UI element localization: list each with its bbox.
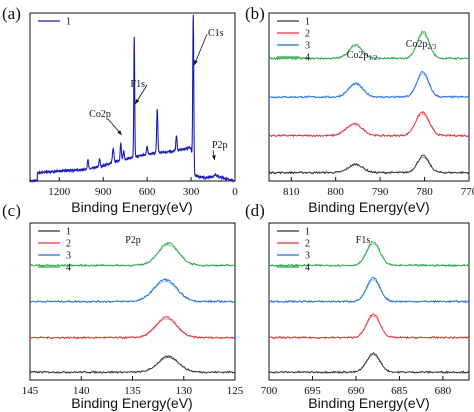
panel-a: (a) 1 C1s F1s Co2p P2p 1200 900 600 300 0 Bindi… [2, 4, 238, 215]
series-line-3 [268, 276, 470, 304]
panel-label-c: (c) [2, 201, 21, 220]
fit-line-2 [30, 318, 235, 338]
series-line-2 [268, 313, 470, 340]
series-layer-c [29, 241, 236, 375]
series-line-1 [268, 351, 470, 375]
x-tick-label: 300 [183, 186, 200, 198]
series-line-1 [29, 14, 236, 184]
fit-line-3 [269, 279, 469, 302]
annotations-c: P2p [125, 235, 141, 246]
x-tick-label: 680 [435, 385, 452, 397]
fit-line-2 [269, 113, 469, 136]
x-tick-label: 695 [304, 385, 321, 397]
x-tick-label: 600 [139, 186, 156, 198]
legend-label-1: 1 [305, 17, 310, 28]
x-tick-label: 130 [176, 385, 193, 397]
arrow-head [117, 130, 122, 135]
annotation-p2p: P2p [125, 235, 141, 246]
legend-label-4: 4 [66, 263, 71, 274]
fit-line-2 [269, 315, 469, 338]
fit-line-4 [269, 243, 469, 266]
x-tick-label: 685 [391, 385, 408, 397]
legend-label-3: 3 [66, 251, 71, 262]
x-axis-title-c: Binding Energy(eV) [71, 395, 192, 411]
series-layer-b [268, 30, 470, 175]
x-tick-label: 780 [416, 186, 433, 198]
legend-label-4: 4 [305, 263, 310, 274]
series-line-1 [29, 355, 236, 375]
annotation-p2p: P2p [212, 140, 228, 151]
fit-line-4 [30, 244, 235, 266]
x-ticks-a: 1200 900 600 300 0 [48, 177, 238, 198]
fit-line-3 [30, 280, 235, 302]
annotation-c1s: C1s [208, 28, 224, 39]
x-tick-label: 140 [73, 385, 90, 397]
x-tick-label: 800 [327, 186, 344, 198]
panel-label-a: (a) [2, 4, 21, 23]
x-axis-title-a: Binding Energy(eV) [71, 199, 192, 215]
x-axis-title-b: Binding Energy(eV) [308, 199, 429, 215]
x-tick-label: 135 [124, 385, 141, 397]
x-ticks-c: 145 140 135 130 125 [22, 376, 244, 397]
annotation-co2p: Co2p [89, 109, 111, 120]
annotation-f1s: F1s [356, 235, 371, 246]
x-ticks-d: 700 695 690 685 680 [261, 376, 452, 397]
fit-line-3 [269, 73, 469, 98]
x-tick-label: 1200 [48, 186, 71, 198]
legend-label-3: 3 [305, 251, 310, 262]
legend-label-3: 3 [305, 41, 310, 52]
legend-label-2: 2 [305, 29, 310, 40]
series-line-2 [29, 316, 236, 340]
x-tick-label: 125 [227, 385, 244, 397]
x-tick-label: 810 [283, 186, 300, 198]
panel-label-d: (d) [245, 201, 265, 220]
series-layer-a [29, 14, 236, 184]
legend-label-2: 2 [66, 239, 71, 250]
x-ticks-b: 810 800 790 780 770 [283, 177, 474, 198]
legend-a: 1 [38, 17, 71, 28]
annotations-a: C1s F1s Co2p P2p [89, 28, 228, 161]
x-tick-label: 0 [232, 186, 238, 198]
x-axis-title-d: Binding Energy(eV) [308, 395, 429, 411]
legend-label-1: 1 [305, 227, 310, 238]
x-tick-label: 900 [95, 186, 112, 198]
legend-label-1: 1 [66, 227, 71, 238]
x-tick-label: 790 [372, 186, 389, 198]
x-tick-label: 770 [461, 186, 474, 198]
fit-line-1 [30, 357, 235, 373]
x-tick-label: 700 [261, 385, 278, 397]
fit-line-1 [269, 354, 469, 373]
arrow-head [194, 60, 198, 65]
legend-label-4: 4 [305, 53, 310, 64]
series-line-3 [268, 70, 470, 99]
panel-label-b: (b) [245, 4, 265, 23]
x-tick-label: 690 [348, 385, 365, 397]
annotation-co2p2-3: Co2p2/3 [406, 39, 437, 51]
series-line-3 [29, 278, 236, 304]
arrow-head [135, 99, 140, 104]
series-line-1 [268, 154, 470, 175]
legend-label-1: 1 [66, 17, 71, 28]
x-tick-label: 145 [22, 385, 39, 397]
fit-line-1 [269, 156, 469, 173]
arrow-head [211, 155, 216, 160]
annotation-f1s: F1s [131, 79, 146, 90]
annotation-co2p1-2: Co2p1/2 [347, 50, 378, 62]
fit-line-4 [269, 33, 469, 59]
series-line-2 [268, 110, 470, 138]
series-line-4 [29, 241, 236, 268]
legend-label-2: 2 [305, 239, 310, 250]
annotation-arrow [193, 33, 208, 66]
annotations-d: F1s [356, 235, 371, 246]
series-layer-d [268, 240, 470, 375]
plot-frame-a [29, 12, 236, 182]
